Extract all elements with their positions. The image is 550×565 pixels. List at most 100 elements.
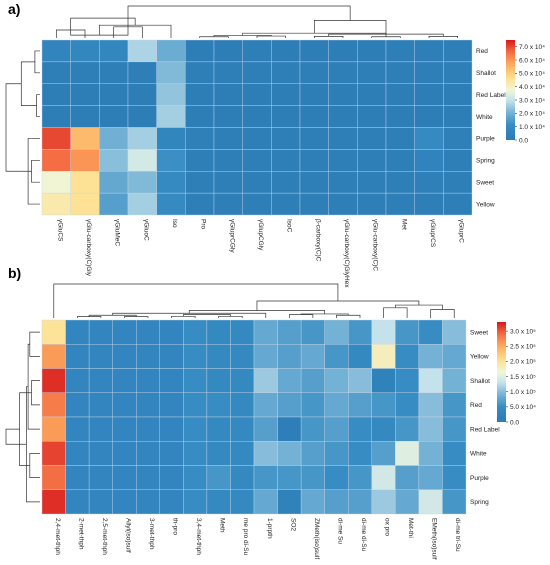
heatmap-cell-b-2-13 [348,368,372,393]
heatmap-cell-b-5-0 [41,441,66,466]
heatmap-cell-b-5-15 [395,441,420,466]
row-label-a-6: Sweet [476,179,494,186]
heatmap-cell-b-2-8 [230,368,255,393]
heatmap-cell-b-3-1 [65,392,90,418]
heatmap-cell-b-5-5 [159,441,184,466]
heatmap-cell-a-0-6 [213,39,243,63]
heatmap-cell-a-6-11 [357,171,387,194]
column-label-a-14: γGluprC [458,219,465,243]
heatmap-cell-a-2-6 [213,83,243,106]
heatmap-cell-b-0-1 [65,319,90,345]
heatmap-cell-b-5-2 [88,441,113,466]
heatmap-cell-b-2-1 [65,368,90,393]
heatmap-cell-a-7-11 [357,192,387,216]
heatmap-cell-a-0-10 [328,39,358,63]
row-label-a-4: Purple [476,136,495,143]
column-label-b-17: di-me tri-Su [454,518,461,552]
heatmap-cell-a-5-2 [99,149,129,172]
heatmap-cell-b-7-10 [277,489,302,515]
heatmap-cell-b-3-16 [418,392,443,418]
heatmap-cell-a-2-7 [242,83,272,106]
column-label-a-1: γGlu-carboxy(C)Gly [85,219,92,277]
heatmap-cell-a-1-0 [41,61,71,84]
colorbar-tick-label-b-2: 2.0 x 10⁵ [510,359,536,366]
heatmap-cell-a-3-11 [357,105,387,128]
heatmap-cell-b-2-3 [112,368,137,393]
heatmap-cell-a-1-6 [213,61,243,84]
heatmap-cell-b-5-12 [324,441,349,466]
heatmap-cell-b-0-5 [159,319,184,345]
heatmap-cell-b-1-9 [253,344,278,369]
column-label-b-10: SO2 [289,518,296,531]
heatmap-cell-b-1-4 [136,344,160,369]
column-dendrogram-link-a-6 [428,36,459,38]
heatmap-cell-a-6-6 [213,171,243,194]
heatmap-cell-a-7-10 [328,192,358,216]
heatmap-cell-b-6-10 [277,465,302,490]
column-label-a-2: γGluMeC [114,219,121,246]
heatmap-cell-a-2-0 [41,83,71,106]
heatmap-cell-a-0-12 [385,39,415,63]
heatmap-cell-a-3-12 [385,105,415,128]
heatmap-cell-b-0-9 [253,319,278,345]
heatmap-cell-b-4-16 [418,416,443,442]
heatmap-cell-b-4-2 [88,416,113,442]
heatmap-cell-b-7-7 [206,489,231,515]
row-dendrogram-link-a-1 [36,94,40,117]
heatmap-cell-a-1-3 [127,61,157,84]
heatmap-cell-a-6-0 [41,171,71,194]
heatmap-cell-a-5-5 [185,149,215,172]
heatmap-cell-a-6-3 [127,171,157,194]
heatmap-cell-a-3-7 [242,105,272,128]
heatmap-cell-b-5-10 [277,441,302,466]
heatmap-cell-b-3-7 [206,392,231,418]
heatmap-cell-a-6-9 [299,171,329,194]
heatmap-cell-a-2-9 [299,83,329,106]
column-dendrogram-link-b-13 [394,304,443,310]
row-label-a-2: Red Label [476,92,506,99]
colorbar-tick-label-a-2: 5.0 x 10⁴ [519,71,545,78]
heatmap-cell-a-0-14 [443,39,473,63]
row-label-b-1: Yellow [470,354,489,361]
heatmap-cell-a-0-1 [70,39,100,63]
heatmap-cell-b-2-12 [324,368,349,393]
column-label-b-8: me pro di-Su [242,518,249,556]
heatmap-cell-b-0-10 [277,319,302,345]
column-dendrogram-link-a-5 [371,36,401,38]
heatmap-cell-b-6-2 [88,465,113,490]
column-label-b-5: th-pro [172,518,179,535]
heatmap-cell-b-7-5 [159,489,184,515]
column-dendrogram-link-a-3 [256,35,287,38]
column-label-a-4: Iso [171,219,178,228]
heatmap-cell-a-1-13 [414,61,444,84]
heatmap-cell-b-6-16 [418,465,443,490]
column-label-b-3: Allyl(iso)sulf [124,518,131,553]
heatmap-cell-b-7-14 [371,489,396,515]
colorbar-tick-label-b-3: 1.5 x 10⁵ [510,374,536,381]
column-label-a-3: γGluoC [142,219,149,241]
heatmap-cell-b-3-3 [112,392,137,418]
heatmap-cell-a-5-6 [213,149,243,172]
row-label-b-5: White [470,451,487,458]
heatmap-cell-b-4-10 [277,416,302,442]
heatmap-cell-a-5-9 [299,149,329,172]
colorbar-tick-label-a-5: 2.0 x 10⁴ [519,111,545,118]
heatmap-cell-a-3-5 [185,105,215,128]
heatmap-cell-b-0-12 [324,319,349,345]
heatmap-cell-a-0-11 [357,39,387,63]
column-label-a-7: γGlupCGly [257,219,264,251]
heatmap-cell-b-4-13 [348,416,372,442]
heatmap-cell-b-4-15 [395,416,420,442]
heatmap-cell-b-3-9 [253,392,278,418]
heatmap-cell-b-4-11 [300,416,325,442]
row-dendrogram-link-a-2 [31,159,40,183]
heatmap-cell-b-2-5 [159,368,184,393]
column-label-b-9: 1-prpth [266,518,273,539]
heatmap-cell-a-7-14 [443,192,473,216]
heatmap-cell-b-0-11 [300,319,325,345]
heatmap-cell-b-3-14 [371,392,396,418]
heatmap-cell-a-5-14 [443,149,473,172]
column-dendrogram-link-b-14 [256,300,420,311]
column-label-b-4: 3-met-thph [148,518,155,550]
row-dendrogram-link-b-2 [27,343,40,430]
